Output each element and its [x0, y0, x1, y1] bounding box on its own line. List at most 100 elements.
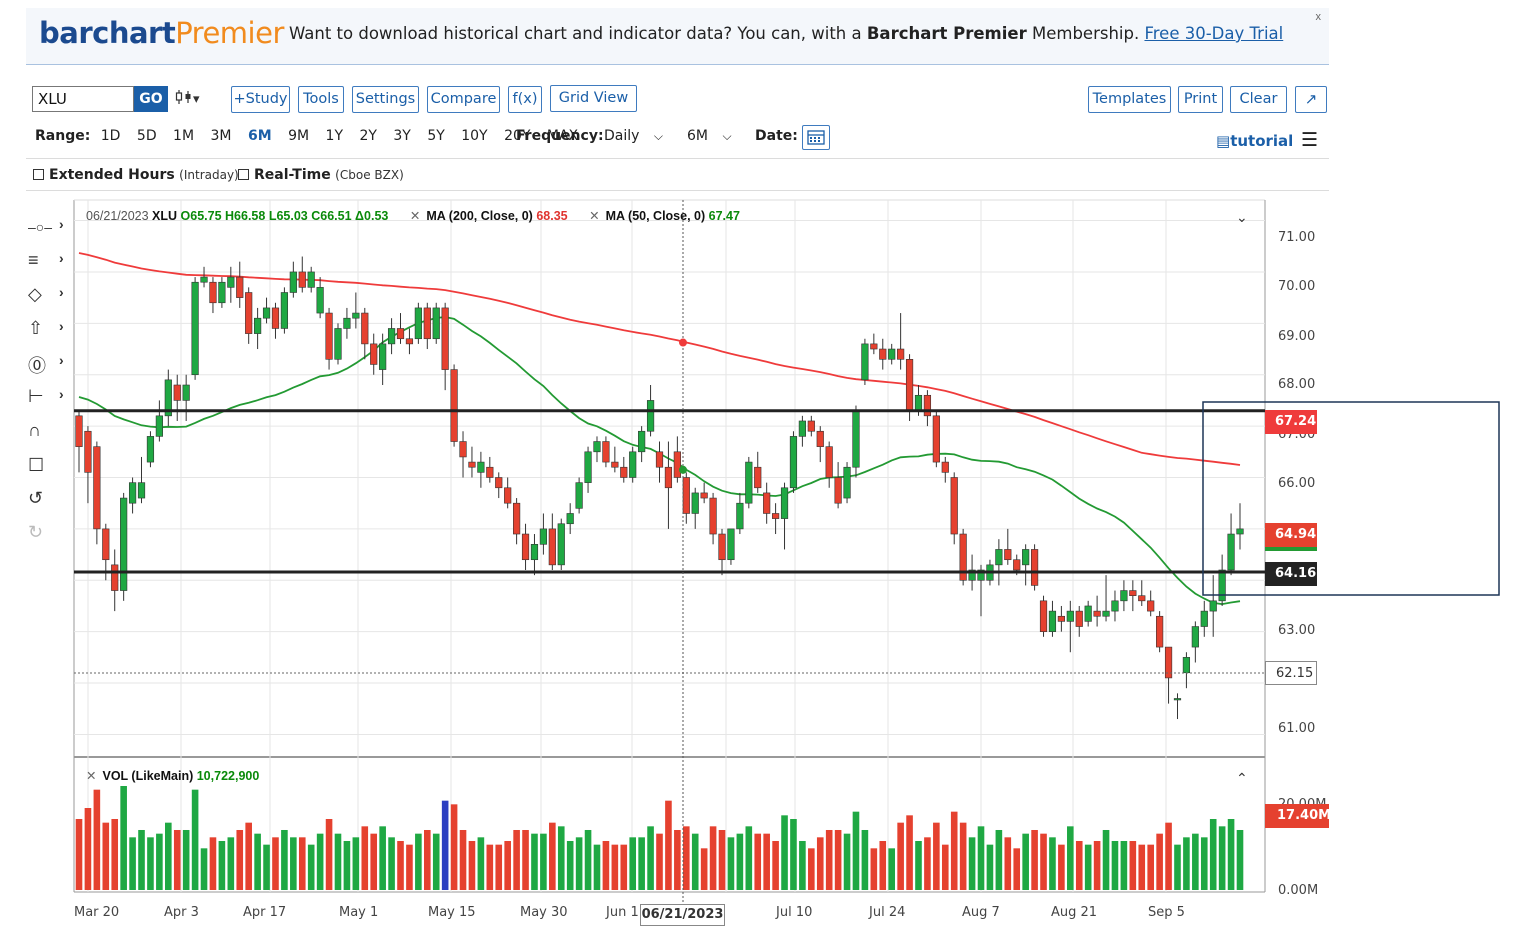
range-5d[interactable]: 5D	[136, 128, 157, 144]
extended-hours-checkbox[interactable]: Extended Hours (Intraday)	[33, 167, 239, 183]
study-button[interactable]: +Study	[231, 86, 290, 113]
measure-tool[interactable]: ⊢ ›	[28, 386, 72, 410]
candle-body	[959, 533, 967, 581]
volume-bar	[165, 822, 172, 890]
real-time-checkbox[interactable]: Real-Time (Cboe BZX)	[238, 167, 404, 183]
lock-tool[interactable]: ☐	[28, 455, 72, 479]
range-9m[interactable]: 9M	[288, 128, 310, 144]
x-tick: Jul 10	[776, 905, 813, 920]
range-3m[interactable]: 3M	[210, 128, 232, 144]
candle-body	[227, 276, 235, 288]
go-button[interactable]: GO	[134, 86, 168, 112]
volume-bar	[1013, 848, 1021, 890]
candle-body	[262, 307, 271, 319]
candle-body	[861, 343, 869, 381]
volume-bar	[959, 822, 967, 890]
range-2y[interactable]: 2Y	[359, 128, 377, 144]
tools-button[interactable]: Tools	[298, 86, 344, 113]
volume-bar	[986, 844, 994, 890]
volume-bar	[691, 833, 699, 890]
templates-button[interactable]: Templates	[1088, 86, 1171, 113]
volume-bar	[1129, 840, 1137, 890]
arrow-tool[interactable]: ⇧ ›	[28, 318, 72, 342]
remove-ma200-icon[interactable]: ✕	[409, 209, 421, 223]
calendar-icon[interactable]	[802, 125, 830, 150]
symbol-input[interactable]: XLU	[32, 86, 134, 112]
candle-body	[914, 394, 923, 411]
volume-bar	[763, 833, 770, 890]
volume-bar	[593, 844, 601, 890]
print-button[interactable]: Print	[1178, 86, 1223, 113]
candle-body	[316, 287, 324, 314]
free-trial-link[interactable]: Free 30-Day Trial	[1144, 24, 1284, 43]
candle-body	[995, 549, 1003, 566]
volume-bar	[933, 822, 940, 890]
candle-body	[1030, 549, 1039, 586]
y-tick: 68.00	[1278, 377, 1316, 392]
candle-body	[280, 292, 289, 329]
grid-view-button[interactable]: Grid View	[550, 85, 637, 112]
volume-bar	[1022, 833, 1029, 890]
volume-bar	[584, 829, 592, 890]
range-10y[interactable]: 10Y	[461, 128, 488, 144]
ma50-crosshair-dot	[679, 465, 687, 474]
settings-button[interactable]: Settings	[352, 86, 419, 113]
range-1y[interactable]: 1Y	[325, 128, 344, 144]
volume-bar	[236, 829, 244, 890]
remove-ma50-icon[interactable]: ✕	[589, 209, 600, 223]
redo-tool[interactable]: ↻	[28, 522, 72, 546]
volume-bar	[540, 833, 547, 890]
collapse-chevron-down-icon[interactable]: ⌄	[1236, 209, 1248, 225]
fibonacci-tool[interactable]: ≡ ›	[28, 250, 72, 274]
range-3y[interactable]: 3Y	[393, 128, 411, 144]
candle-body	[798, 420, 806, 437]
period-select[interactable]: 6M ⌵	[687, 128, 732, 144]
candle-body	[905, 359, 914, 411]
crosshair-tool[interactable]: –○– ›	[28, 216, 72, 240]
volume-bar	[209, 837, 217, 890]
volume-bar	[75, 818, 83, 890]
undo-tool[interactable]: ↺	[28, 488, 72, 512]
volume-bar	[1200, 837, 1208, 890]
volume-bar	[808, 848, 815, 890]
candle-body	[379, 343, 387, 370]
range-20y[interactable]: 20Y	[504, 128, 531, 144]
tutorial-link[interactable]: ▤tutorial	[1216, 132, 1294, 150]
candle-body	[620, 466, 628, 478]
candle-body	[1173, 698, 1182, 701]
range-6m[interactable]: 6M	[247, 128, 272, 144]
range-1d[interactable]: 1D	[100, 128, 121, 144]
frequency-select[interactable]: Daily ⌵	[604, 128, 663, 144]
volume-bar	[218, 840, 226, 890]
range-5y[interactable]: 5Y	[427, 128, 445, 144]
x-tick: Aug 7	[962, 905, 1000, 920]
barchart-premier-logo[interactable]: barchartPremier	[39, 16, 284, 50]
range-max[interactable]: MAX	[546, 128, 579, 144]
compare-button[interactable]: Compare	[427, 86, 500, 113]
collapse-chevron-up-icon[interactable]: ⌃	[1236, 770, 1248, 786]
x-tick: Aug 21	[1051, 905, 1098, 920]
candle-body	[1236, 528, 1244, 535]
remove-volume-icon[interactable]: ✕	[86, 769, 97, 783]
hamburger-menu-icon[interactable]: ☰	[1301, 130, 1319, 151]
candle-body	[718, 533, 726, 561]
volume-bar	[84, 808, 92, 890]
chart-type-selector[interactable]: ▾	[175, 89, 200, 107]
candle-body	[128, 482, 137, 504]
range-1m[interactable]: 1M	[173, 128, 195, 144]
annotation-tool[interactable]: ⓪ ›	[28, 352, 72, 376]
volume-bar	[468, 840, 476, 890]
volume-bar	[1093, 840, 1101, 890]
shapes-tool[interactable]: ◇ ›	[28, 284, 72, 308]
expand-icon[interactable]: ↗	[1295, 86, 1327, 113]
volume-price-tag: 17.40M	[1265, 804, 1331, 828]
ma200-label: MA (200, Close, 0)	[426, 209, 533, 223]
volume-bar	[191, 789, 199, 890]
banner-close-icon[interactable]: x	[1315, 11, 1322, 23]
candle-body	[870, 343, 878, 350]
magnet-tool[interactable]: ∩	[28, 420, 72, 444]
fx-button[interactable]: f(x)	[508, 86, 542, 113]
volume-bar	[879, 840, 887, 890]
clear-button[interactable]: Clear	[1230, 86, 1287, 113]
